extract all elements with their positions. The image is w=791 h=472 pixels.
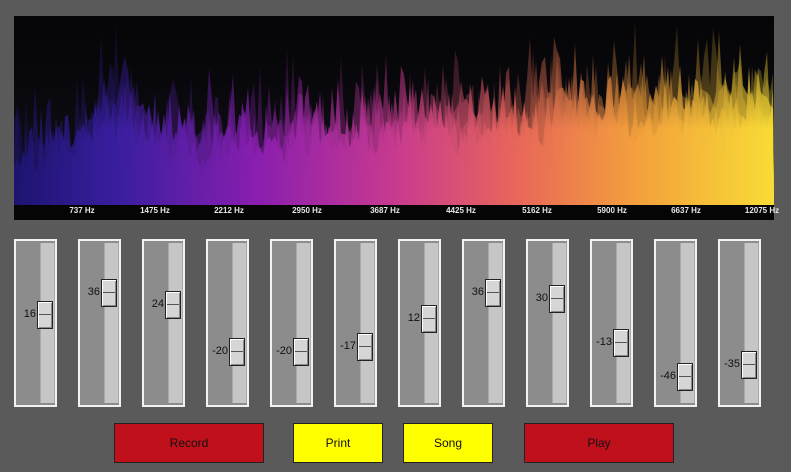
slider-track[interactable]: [232, 243, 247, 403]
slider-thumb[interactable]: [421, 305, 437, 333]
slider-value: 24: [151, 298, 164, 310]
eq-slider-2[interactable]: 36: [78, 239, 121, 407]
slider-value: 36: [471, 286, 484, 298]
slider-value: -17: [340, 340, 356, 352]
slider-track[interactable]: [168, 243, 183, 403]
slider-track[interactable]: [616, 243, 631, 403]
record-button[interactable]: Record: [114, 423, 264, 463]
eq-slider-6[interactable]: -17: [334, 239, 377, 407]
frequency-label: 6637 Hz: [671, 206, 701, 215]
eq-slider-8[interactable]: 36: [462, 239, 505, 407]
slider-thumb[interactable]: [37, 301, 53, 329]
slider-value: -13: [596, 336, 612, 348]
slider-thumb[interactable]: [549, 285, 565, 313]
spectrum-shade: [14, 16, 774, 205]
eq-slider-12[interactable]: -35: [718, 239, 761, 407]
frequency-label: 2950 Hz: [292, 206, 322, 215]
slider-thumb[interactable]: [101, 279, 117, 307]
slider-thumb[interactable]: [357, 333, 373, 361]
eq-slider-11[interactable]: -46: [654, 239, 697, 407]
slider-value: 36: [87, 286, 100, 298]
slider-thumb[interactable]: [741, 351, 757, 379]
frequency-label: 4425 Hz: [446, 206, 476, 215]
slider-value: 30: [535, 292, 548, 304]
frequency-label: 737 Hz: [69, 206, 95, 215]
slider-thumb[interactable]: [613, 329, 629, 357]
frequency-label: 1475 Hz: [140, 206, 170, 215]
slider-value: -20: [212, 345, 228, 357]
slider-track[interactable]: [552, 243, 567, 403]
slider-track[interactable]: [104, 243, 119, 403]
slider-track[interactable]: [296, 243, 311, 403]
slider-value: -35: [724, 358, 740, 370]
frequency-axis: [14, 205, 774, 220]
slider-track[interactable]: [488, 243, 503, 403]
eq-slider-3[interactable]: 24: [142, 239, 185, 407]
eq-slider-1[interactable]: 16: [14, 239, 57, 407]
slider-thumb[interactable]: [485, 279, 501, 307]
frequency-label: 5900 Hz: [597, 206, 627, 215]
slider-value: -20: [276, 345, 292, 357]
slider-thumb[interactable]: [677, 363, 693, 391]
eq-slider-7[interactable]: 12: [398, 239, 441, 407]
frequency-label: 12075 Hz: [744, 206, 780, 215]
slider-value: 16: [23, 308, 36, 320]
slider-thumb[interactable]: [293, 338, 309, 366]
spectrum-display: [14, 16, 774, 220]
slider-track[interactable]: [360, 243, 375, 403]
slider-thumb[interactable]: [165, 291, 181, 319]
slider-track[interactable]: [744, 243, 759, 403]
eq-slider-5[interactable]: -20: [270, 239, 313, 407]
slider-value: -46: [660, 370, 676, 382]
eq-slider-4[interactable]: -20: [206, 239, 249, 407]
slider-value: 12: [407, 312, 420, 324]
frequency-label: 2212 Hz: [214, 206, 244, 215]
eq-slider-9[interactable]: 30: [526, 239, 569, 407]
frequency-label: 3687 Hz: [370, 206, 400, 215]
song-button[interactable]: Song: [403, 423, 493, 463]
spectrum-graph: [14, 16, 774, 205]
frequency-label: 5162 Hz: [522, 206, 552, 215]
play-button[interactable]: Play: [524, 423, 674, 463]
slider-thumb[interactable]: [229, 338, 245, 366]
print-button[interactable]: Print: [293, 423, 383, 463]
eq-slider-10[interactable]: -13: [590, 239, 633, 407]
